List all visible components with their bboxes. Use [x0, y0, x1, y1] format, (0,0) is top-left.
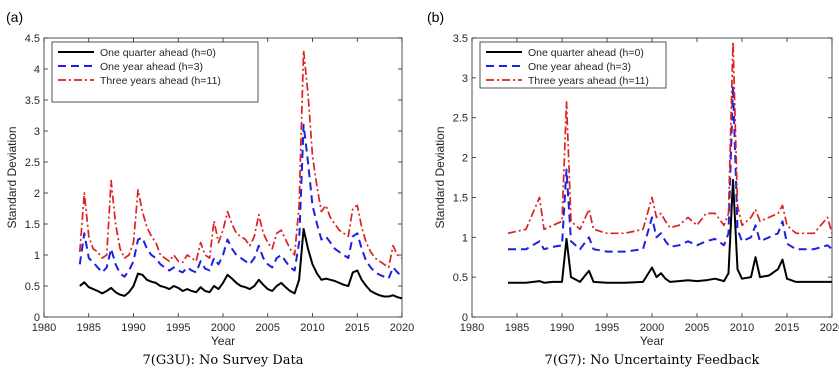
series-line-h3: [508, 84, 833, 253]
x-tick-label: 1995: [166, 322, 190, 334]
series-line-h3: [78, 123, 403, 280]
legend-label-h11: Three years ahead (h=11): [528, 75, 649, 87]
y-tick-label: 1: [34, 250, 40, 262]
series-line-h0: [79, 228, 403, 300]
figure-caption: 7(G7): No Uncertainty Feedback: [545, 353, 760, 368]
panel-label: (a): [6, 9, 23, 25]
legend-label-h0: One quarter ahead (h=0): [100, 47, 216, 59]
legend-label-h3: One year ahead (h=3): [528, 61, 631, 73]
series-line-h11: [507, 41, 833, 235]
y-tick-label: 3: [462, 73, 468, 85]
legend: One quarter ahead (h=0) One year ahead (h…: [479, 41, 667, 89]
y-axis-label: Standard Deviation: [5, 126, 19, 228]
x-tick-label: 2015: [775, 322, 799, 334]
x-tick-label: 1990: [550, 322, 574, 334]
y-tick-label: 3.5: [453, 33, 468, 45]
y-tick-label: 4.5: [25, 33, 40, 45]
legend-label-h3: One year ahead (h=3): [100, 61, 203, 73]
y-tick-label: 2.5: [453, 113, 468, 125]
y-tick-label: 2: [34, 188, 40, 200]
legend-box: [479, 41, 667, 89]
legend-label-h11: Three years ahead (h=11): [100, 75, 221, 87]
x-tick-label: 1980: [32, 322, 56, 334]
x-tick-label: 1985: [77, 322, 101, 334]
series-line-h11: [78, 49, 403, 269]
figure-caption: 7(G3U): No Survey Data: [142, 353, 303, 368]
x-tick-label: 1990: [121, 322, 145, 334]
x-tick-label: 2020: [820, 322, 839, 334]
x-tick-label: 1995: [595, 322, 619, 334]
y-tick-label: 2: [462, 153, 468, 165]
y-tick-label: 3.5: [25, 95, 40, 107]
x-tick-label: 2005: [685, 322, 709, 334]
x-tick-label: 1980: [460, 322, 484, 334]
x-tick-label: 2020: [390, 322, 414, 334]
x-tick-label: 2005: [256, 322, 280, 334]
y-tick-label: 0: [462, 312, 468, 324]
x-tick-label: 1985: [505, 322, 529, 334]
y-tick-label: 4: [34, 64, 40, 76]
x-tick-label: 2000: [211, 322, 235, 334]
y-tick-label: 0.5: [25, 281, 40, 293]
y-tick-label: 1.5: [25, 219, 40, 231]
series-line-h0: [508, 178, 832, 284]
x-tick-label: 2010: [300, 322, 324, 334]
y-tick-label: 0.5: [453, 272, 468, 284]
y-tick-label: 3: [34, 126, 40, 138]
x-axis-label: Year: [640, 334, 664, 348]
legend: One quarter ahead (h=0) One year ahead (h…: [51, 41, 259, 103]
y-tick-label: 2.5: [25, 157, 40, 169]
y-tick-label: 0: [34, 312, 40, 324]
y-axis-label: Standard Deviation: [433, 126, 447, 228]
x-tick-label: 2015: [345, 322, 369, 334]
y-tick-label: 1: [462, 232, 468, 244]
panel-label: (b): [427, 9, 444, 25]
x-tick-label: 2010: [730, 322, 754, 334]
x-tick-label: 2000: [640, 322, 664, 334]
y-tick-label: 1.5: [453, 192, 468, 204]
chart-panel-a: 1980 1985 1990 1995 2000 2005 2010 2015 2020 0 0.5…: [5, 9, 414, 368]
legend-label-h0: One quarter ahead (h=0): [528, 47, 644, 59]
chart-panel-b: 1980 1985 1990 1995 2000 2005 2010 2015 2020 0 0.5…: [427, 9, 839, 368]
x-axis-label: Year: [211, 334, 235, 348]
